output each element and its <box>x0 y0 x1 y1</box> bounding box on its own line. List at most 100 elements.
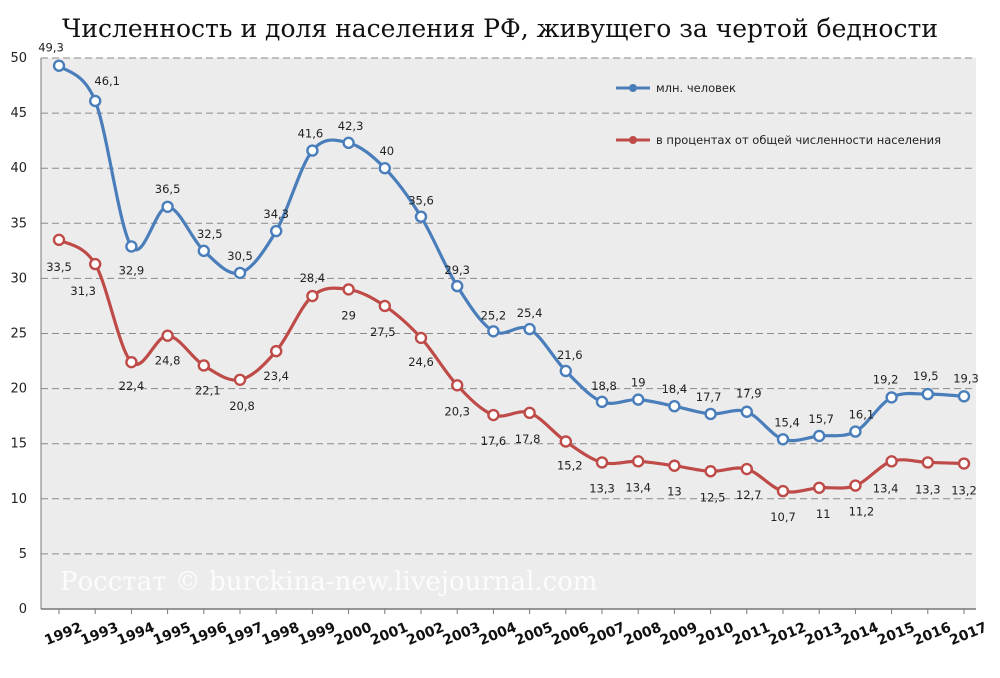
legend-item: в процентах от общей численности населен… <box>616 133 941 147</box>
data-point <box>957 390 971 403</box>
data-point <box>849 479 862 492</box>
data-point <box>523 406 536 420</box>
y-tick-label: 5 <box>19 547 27 562</box>
data-point <box>668 400 681 413</box>
watermark: Росстат © burckina-new.livejournal.com <box>60 567 597 597</box>
y-tick-label: 10 <box>10 492 27 507</box>
data-label: 20,8 <box>229 399 255 413</box>
data-point <box>125 240 138 253</box>
data-label: 15,4 <box>774 415 800 429</box>
data-point <box>270 344 283 358</box>
data-label: 32,5 <box>197 227 223 241</box>
data-label: 19 <box>631 376 646 390</box>
data-point <box>957 457 971 470</box>
data-label: 28,4 <box>300 271 326 285</box>
series-percent-population <box>52 233 971 498</box>
data-label: 17,8 <box>515 432 541 446</box>
data-label: 10,7 <box>770 510 796 524</box>
data-point <box>451 379 464 392</box>
data-point <box>414 210 428 223</box>
data-point <box>559 435 572 448</box>
data-label: 13,3 <box>589 481 615 495</box>
data-label: 23,4 <box>263 369 289 383</box>
data-point <box>197 359 211 372</box>
series-layer <box>52 59 971 498</box>
data-point <box>921 456 934 469</box>
data-label: 25,4 <box>517 306 543 320</box>
y-tick-label: 15 <box>10 437 27 452</box>
data-label: 19,5 <box>913 369 939 383</box>
data-label: 13,2 <box>951 484 977 498</box>
data-label: 31,3 <box>70 284 96 298</box>
data-label: 29,3 <box>444 263 470 277</box>
legend-swatch-marker <box>629 84 637 92</box>
data-point <box>813 481 826 494</box>
data-point <box>632 455 645 468</box>
gridlines <box>41 57 976 555</box>
x-tick-label: 2017 <box>947 620 989 649</box>
data-label: 19,3 <box>953 371 979 385</box>
data-label: 27,5 <box>370 325 396 339</box>
data-point <box>161 329 174 342</box>
data-point <box>776 433 790 446</box>
data-label: 42,3 <box>338 119 364 133</box>
data-label: 35,6 <box>408 194 434 208</box>
data-point <box>306 289 319 303</box>
data-label: 18,4 <box>662 382 688 396</box>
data-label: 21,6 <box>557 348 583 362</box>
data-point <box>52 233 66 247</box>
data-point <box>306 144 319 157</box>
data-point <box>704 407 717 421</box>
data-label: 20,3 <box>444 404 470 418</box>
data-point <box>88 257 102 271</box>
data-label: 19,2 <box>873 372 899 386</box>
data-point <box>378 299 391 313</box>
data-point <box>849 425 862 438</box>
data-label: 32,9 <box>119 263 145 277</box>
data-point <box>559 364 572 378</box>
data-point <box>595 456 609 469</box>
data-label: 13,4 <box>873 481 899 495</box>
data-point <box>885 455 898 468</box>
data-point <box>740 462 753 476</box>
data-point <box>632 393 645 406</box>
data-point <box>378 161 391 175</box>
data-label: 12,5 <box>700 490 726 504</box>
y-tick-label: 30 <box>10 271 27 286</box>
data-labels: 49,3 46,1 32,9 36,5 32,5 30,5 34,3 41,6 42,3 40 35… <box>38 41 979 524</box>
data-point <box>487 408 500 422</box>
data-label: 17,9 <box>736 387 762 401</box>
legend-label: в процентах от общей численности населен… <box>656 133 941 147</box>
data-label: 18,8 <box>591 379 617 393</box>
data-label: 13 <box>667 485 682 499</box>
data-point <box>740 405 753 418</box>
data-label: 17,7 <box>696 390 722 404</box>
legend-item: млн. человек <box>616 81 736 95</box>
data-point <box>233 373 247 386</box>
legend-label: млн. человек <box>656 81 736 95</box>
data-point <box>813 429 826 443</box>
data-label: 41,6 <box>298 127 324 141</box>
y-tick-label: 45 <box>10 106 27 121</box>
data-label: 11,2 <box>849 505 875 519</box>
data-label: 13,4 <box>625 480 651 494</box>
y-tick-label: 35 <box>10 216 27 231</box>
data-point <box>161 200 174 213</box>
data-point <box>342 283 355 296</box>
y-tick-label: 25 <box>10 327 27 342</box>
data-point <box>197 244 211 258</box>
data-label: 11 <box>816 507 831 521</box>
y-tick-label: 50 <box>10 51 27 66</box>
y-tick-label: 20 <box>10 382 27 397</box>
data-point <box>776 484 790 498</box>
data-point <box>52 59 66 72</box>
data-label: 25,2 <box>481 308 507 322</box>
data-label: 15,2 <box>557 458 583 472</box>
data-point <box>704 465 717 478</box>
legend: млн. человек в процентах от общей численн… <box>616 81 941 147</box>
data-label: 17,6 <box>481 434 507 448</box>
data-label: 29 <box>341 308 356 322</box>
data-label: 46,1 <box>94 74 120 88</box>
y-tick-label: 0 <box>19 602 27 617</box>
